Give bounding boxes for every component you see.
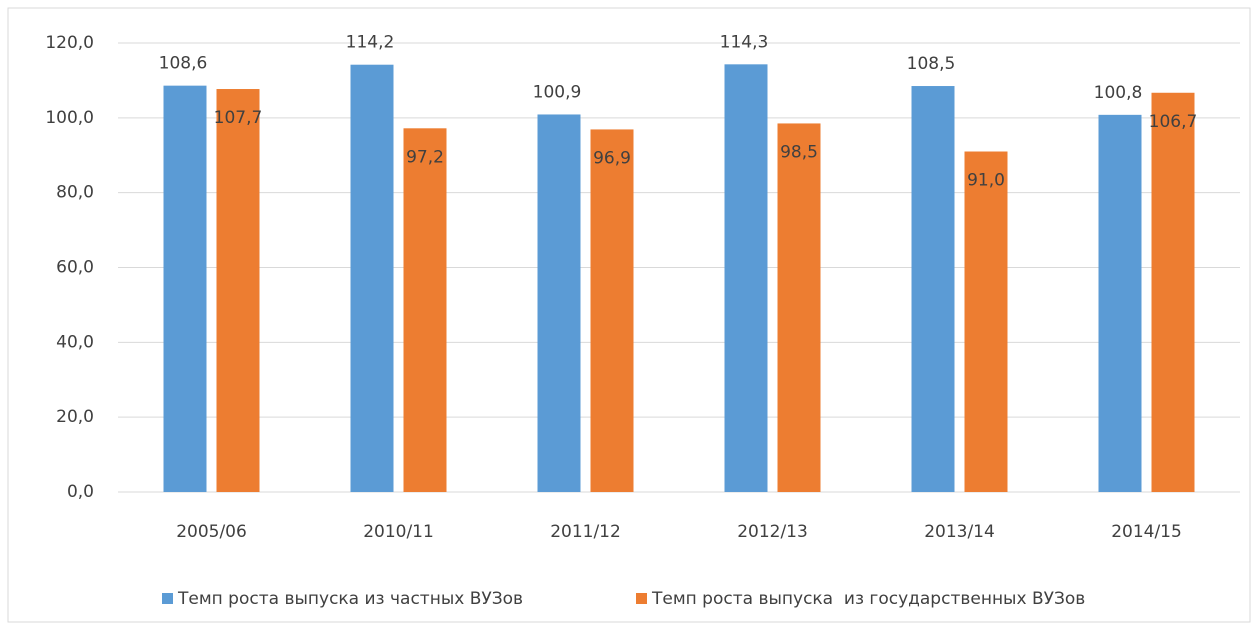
y-tick-label: 60,0 [56, 258, 94, 278]
data-label: 114,2 [346, 33, 395, 53]
data-label: 91,0 [967, 171, 1005, 191]
x-tick-label: 2005/06 [176, 522, 247, 542]
data-label: 97,2 [406, 147, 444, 167]
bar [911, 86, 955, 492]
legend-swatch [636, 593, 647, 604]
y-tick-label: 40,0 [56, 332, 94, 352]
x-tick-label: 2013/14 [924, 522, 995, 542]
data-label: 108,5 [907, 54, 956, 74]
bar [590, 129, 634, 492]
legend-swatch [162, 593, 173, 604]
y-tick-label: 120,0 [45, 33, 94, 53]
data-label: 106,7 [1149, 112, 1198, 132]
y-tick-label: 0,0 [67, 482, 94, 502]
x-tick-label: 2010/11 [363, 522, 434, 542]
data-label: 114,3 [720, 32, 769, 52]
data-label: 107,7 [214, 108, 263, 128]
bar [724, 64, 768, 492]
legend-label: Темп роста выпуска из частных ВУЗов [177, 589, 523, 609]
bar [350, 64, 394, 493]
y-tick-label: 20,0 [56, 407, 94, 427]
x-tick-label: 2012/13 [737, 522, 808, 542]
bar [1151, 92, 1195, 493]
bar [1098, 114, 1142, 492]
data-label: 100,9 [533, 82, 582, 102]
y-tick-label: 100,0 [45, 108, 94, 128]
x-tick-label: 2011/12 [550, 522, 621, 542]
data-label: 108,6 [159, 54, 208, 74]
data-label: 100,8 [1094, 83, 1143, 103]
y-tick-label: 80,0 [56, 183, 94, 203]
bar [163, 85, 207, 492]
bar [537, 114, 581, 493]
bar [216, 89, 260, 493]
bar [964, 151, 1008, 492]
x-tick-label: 2014/15 [1111, 522, 1182, 542]
bar [403, 128, 447, 492]
legend-label: Темп роста выпуска из государственных ВУ… [651, 589, 1085, 609]
data-label: 98,5 [780, 142, 818, 162]
data-label: 96,9 [593, 148, 631, 168]
bar [777, 123, 821, 492]
